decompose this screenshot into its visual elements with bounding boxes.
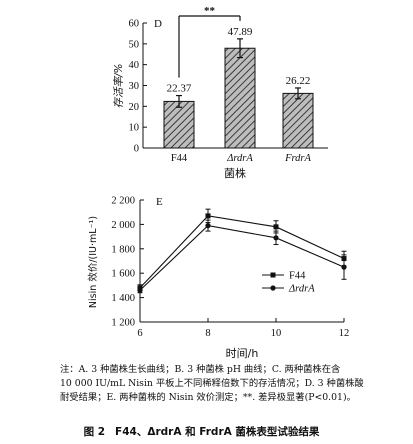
panel-e-x-tick-label: 8 bbox=[205, 328, 210, 339]
series-point-circle bbox=[137, 287, 143, 293]
panel-e-y-tick-label: 1 200 bbox=[111, 318, 135, 329]
panel-d-x-axis-title: 菌株 bbox=[224, 166, 246, 180]
panel-d-y-tick-label: 10 bbox=[129, 123, 140, 134]
note-line-1: 注：A. 3 种菌株生长曲线；B. 3 种菌株 pH 曲线；C. 两种菌株在含 bbox=[60, 364, 341, 375]
panel-e-y-tick-label: 1 400 bbox=[111, 293, 135, 304]
panel-d-bar-chart: D 存活率/% 菌株 0 10 20 30 40 50 60 22.37 F44 47.89 Δr… bbox=[113, 5, 328, 180]
significance-bracket: ** bbox=[178, 5, 241, 78]
legend-marker-circle bbox=[270, 285, 276, 291]
bar-data-label: 22.37 bbox=[167, 83, 192, 95]
series-point-circle bbox=[341, 264, 347, 270]
category-label: F44 bbox=[171, 153, 188, 164]
panel-e-y-tick-label: 2 000 bbox=[111, 220, 135, 231]
note-line-2: 10 000 IU/mL Nisin 平板上不同稀释倍数下的存活情况；D. 3 … bbox=[60, 378, 364, 389]
panel-d-y-axis-title: 存活率/% bbox=[113, 63, 125, 108]
panel-d-y-tick-label: 30 bbox=[129, 81, 140, 92]
panel-e-x-tick-label: 6 bbox=[137, 328, 142, 339]
legend-label: F44 bbox=[289, 271, 306, 282]
panel-d-y-tick-label: 20 bbox=[129, 102, 140, 113]
panel-e-x-tick-label: 10 bbox=[271, 328, 282, 339]
panel-e-y-tick-label: 1 800 bbox=[111, 244, 135, 255]
series-point-circle bbox=[273, 235, 279, 241]
bar-data-label: 26.22 bbox=[286, 75, 311, 87]
series-point-square bbox=[273, 224, 279, 230]
panel-e-y-tick-label: 2 200 bbox=[111, 196, 135, 207]
legend-label: ΔrdrA bbox=[288, 284, 315, 295]
panel-e-label: E bbox=[156, 196, 163, 208]
bar-data-label: 47.89 bbox=[228, 26, 253, 38]
series-line-1 bbox=[139, 225, 345, 291]
figure-note: 注：A. 3 种菌株生长曲线；B. 3 种菌株 pH 曲线；C. 两种菌株在含 … bbox=[60, 363, 400, 405]
series-line-0 bbox=[139, 215, 345, 289]
bar-1 bbox=[224, 47, 256, 149]
note-line-3: 耐受结果；E. 两种菌株的 Nisin 效价测定；**. 差异极显著(P<0.0… bbox=[60, 392, 356, 403]
panel-e-y-axis-title: Nisin 效价/(IU·mL⁻¹) bbox=[87, 216, 99, 308]
panel-e-y-tick-label: 1 600 bbox=[111, 269, 135, 280]
caption-text: F44、ΔrdrA 和 FrdrA 菌株表型试验结果 bbox=[115, 426, 320, 438]
panel-e-x-tick-label: 12 bbox=[339, 328, 350, 339]
panel-d-y-tick-label: 60 bbox=[129, 19, 140, 30]
series-point-square bbox=[205, 213, 211, 219]
panel-e-line-chart: E Nisin 效价/(IU·mL⁻¹) 时间/h 1 200 1 400 1 60… bbox=[87, 196, 349, 361]
panel-d-y-tick-label: 50 bbox=[129, 39, 140, 50]
panel-d-y-tick-label: 40 bbox=[129, 60, 140, 71]
panel-e-x-axis-title: 时间/h bbox=[226, 347, 259, 360]
bar-0 bbox=[163, 100, 195, 149]
category-label: FrdrA bbox=[284, 153, 311, 164]
legend-marker-square bbox=[270, 272, 276, 278]
panel-d-label: D bbox=[154, 18, 162, 30]
category-label: ΔrdrA bbox=[226, 153, 253, 164]
panel-d-y-tick-label: 0 bbox=[134, 144, 139, 155]
series-point-circle bbox=[205, 223, 211, 229]
caption-label: 图 2 bbox=[83, 426, 106, 438]
legend: F44 ΔrdrA bbox=[262, 271, 315, 295]
bar-2 bbox=[282, 92, 314, 149]
figure-caption: 图 2 F44、ΔrdrA 和 FrdrA 菌株表型试验结果 bbox=[0, 424, 413, 439]
significance-label: ** bbox=[204, 5, 216, 17]
